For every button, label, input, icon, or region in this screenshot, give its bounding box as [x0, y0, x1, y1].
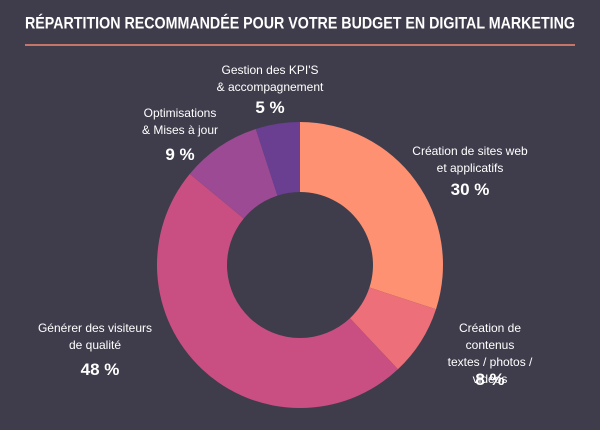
donut-segment	[255, 122, 300, 196]
segment-label: Optimisations & Mises à jour	[141, 106, 219, 137]
segment-label: Gestion des KPI'S & accompagnement	[216, 63, 324, 94]
value-label: 5 %	[255, 98, 285, 117]
donut-segment	[300, 122, 443, 310]
value-label: 30 %	[450, 180, 490, 199]
segment-label: Création de sites web et applicatifs	[412, 144, 528, 175]
donut-segment	[157, 173, 398, 408]
value-label: 9 %	[165, 145, 195, 164]
donut-segment	[349, 287, 437, 370]
segment-label: Création de contenus textes / photos / v…	[447, 321, 533, 386]
segment-label: Générer des visiteurs de qualité	[37, 321, 153, 352]
value-label: 8 %	[475, 370, 505, 389]
value-label: 48 %	[80, 360, 120, 379]
donut-segment	[189, 128, 278, 219]
chart-title: RÉPARTITION RECOMMANDÉE POUR VOTRE BUDGE…	[25, 13, 575, 32]
